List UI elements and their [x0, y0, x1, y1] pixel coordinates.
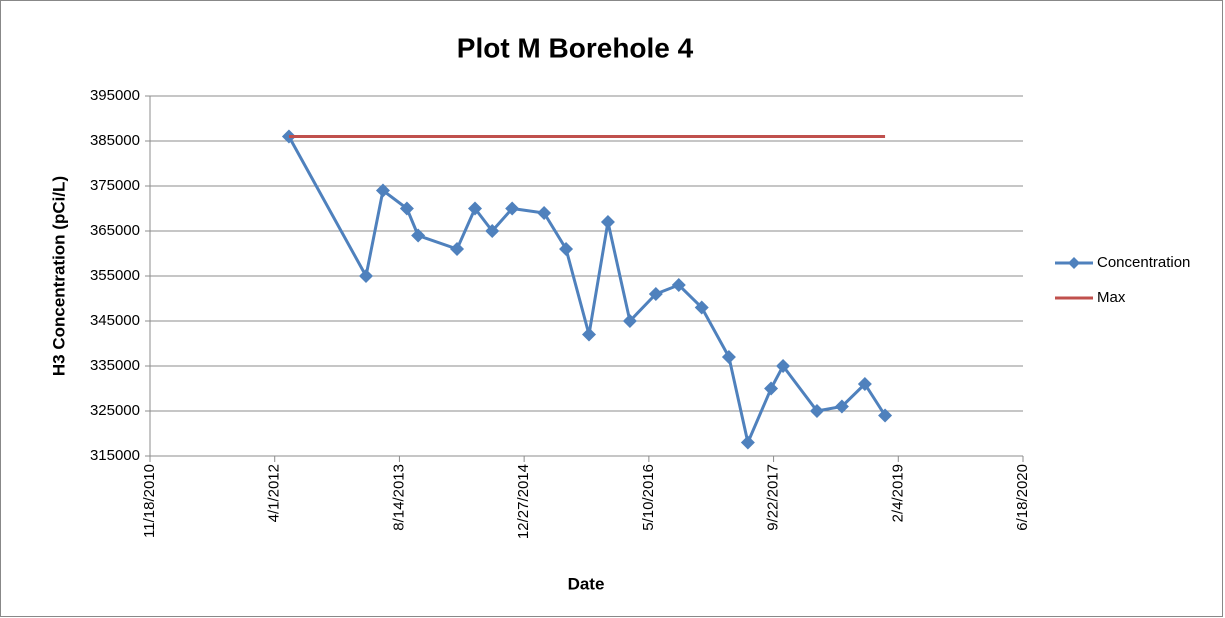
y-axis-label: H3 Concentration (pCi/L) [49, 176, 68, 376]
data-point [581, 327, 596, 342]
data-point [622, 314, 637, 328]
y-tick-label: 375000 [90, 177, 140, 194]
data-point [559, 242, 574, 256]
y-tick-label: 385000 [90, 132, 140, 149]
data-point [468, 201, 483, 216]
data-point [399, 201, 414, 216]
x-tick-label: 2/4/2019 [889, 464, 906, 522]
data-point [411, 228, 426, 243]
data-point [857, 377, 872, 391]
data-point [537, 206, 552, 220]
legend-label: Concentration [1097, 254, 1190, 271]
data-point [485, 224, 500, 238]
x-tick-label: 4/1/2012 [266, 464, 283, 522]
legend-marker [1068, 257, 1080, 269]
data-point [375, 183, 390, 198]
x-tick-label: 11/18/2010 [141, 464, 158, 538]
data-point [764, 381, 779, 396]
data-point [450, 242, 465, 256]
y-tick-label: 345000 [90, 312, 140, 329]
x-tick-label: 5/10/2016 [640, 464, 657, 531]
data-point [721, 350, 736, 364]
data-point [694, 300, 709, 315]
x-axis-label: Date [568, 574, 605, 593]
x-tick-label: 8/14/2013 [390, 464, 407, 531]
chart-title: Plot M Borehole 4 [457, 32, 694, 63]
data-point [600, 215, 615, 229]
data-point [809, 404, 824, 418]
y-tick-label: 355000 [90, 267, 140, 284]
data-point [359, 269, 374, 283]
data-point [834, 399, 849, 414]
y-tick-label: 315000 [90, 447, 140, 464]
x-tick-label: 12/27/2014 [515, 464, 532, 539]
y-tick-label: 395000 [90, 87, 140, 104]
data-point [505, 201, 520, 216]
x-tick-label: 9/22/2017 [765, 464, 782, 531]
data-point [776, 359, 791, 373]
data-point [648, 287, 663, 301]
y-tick-label: 325000 [90, 402, 140, 419]
y-tick-label: 365000 [90, 222, 140, 239]
x-tick-label: 6/18/2020 [1014, 464, 1031, 531]
data-point [740, 435, 755, 450]
data-point [671, 278, 686, 292]
legend-label: Max [1097, 289, 1126, 306]
y-tick-label: 335000 [90, 357, 140, 374]
data-point [878, 408, 893, 423]
